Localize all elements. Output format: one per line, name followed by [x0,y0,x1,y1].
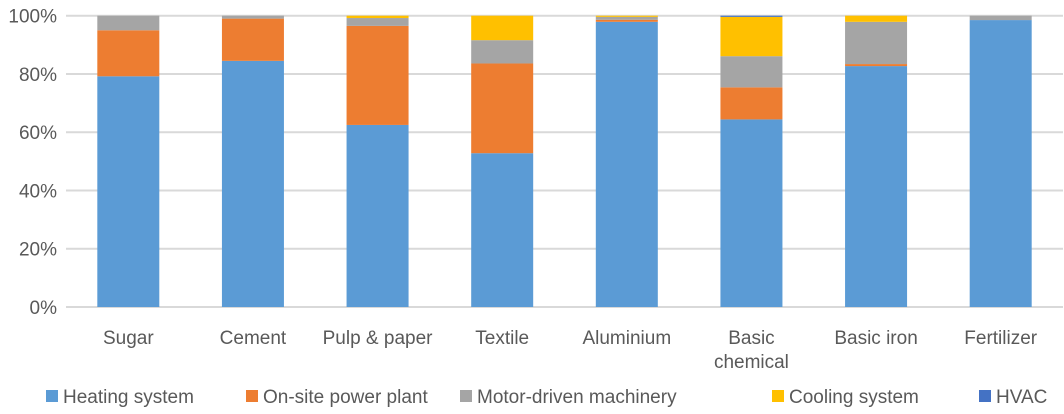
bar-segment-on-site-power-plant [720,87,783,120]
bar-segment-motor-driven-machinery [720,56,783,88]
bar-segment-cooling-system [720,16,783,57]
bar-segment-heating-system [471,153,534,307]
x-tick-label: Textile [475,328,529,349]
y-tick-label: 80% [19,65,57,86]
legend-label: Heating system [63,387,194,408]
x-tick-label: Cement [220,328,287,349]
x-tick-label: Aluminium [582,328,671,349]
bar-segment-heating-system [969,20,1032,308]
x-tick-label: Basic [728,328,774,349]
y-tick-label: 100% [8,7,57,28]
y-tick-label: 60% [19,123,57,144]
legend-swatch [772,390,784,402]
bar-segment-heating-system [845,66,908,307]
gridlines [66,14,1063,308]
x-tick-label: Sugar [103,328,154,349]
legend-label: HVAC [996,387,1047,408]
bar-segment-heating-system [595,21,658,308]
bar-segment-heating-system [346,124,409,307]
legend-swatch [979,390,991,402]
legend-label: Cooling system [789,387,919,408]
legend-swatch [46,390,58,402]
bar-segment-motor-driven-machinery [471,40,534,64]
bar-segment-motor-driven-machinery [346,18,409,26]
bar-segment-heating-system [221,60,284,307]
bar-segment-heating-system [97,76,160,307]
bar-segment-on-site-power-plant [595,19,658,22]
legend: Heating system On-site power plant Motor-d… [46,387,1047,408]
bar-segment-on-site-power-plant [471,63,534,154]
legend-label: Motor-driven machinery [477,387,677,408]
x-axis-labels: Sugar Cement Pulp & paper Textile Aluminium B… [103,328,1038,373]
bar-segment-motor-driven-machinery [595,16,658,20]
bar-segment-motor-driven-machinery [845,21,908,65]
bar-segment-cooling-system [595,15,658,17]
y-tick-label: 40% [19,181,57,202]
bar-segment-motor-driven-machinery [97,15,160,31]
legend-swatch [246,390,258,402]
bar-segment-hvac [720,15,783,17]
bar-segment-on-site-power-plant [845,64,908,67]
x-tick-label: Fertilizer [964,328,1038,349]
bar-segment-on-site-power-plant [97,30,160,77]
bar-segment-heating-system [720,119,783,307]
bar-segment-cooling-system [471,15,534,41]
bar-segment-cooling-system [845,15,908,22]
y-tick-label: 0% [30,298,58,319]
bars [97,15,1032,308]
bar-segment-cooling-system [346,15,409,19]
x-tick-label: chemical [714,352,789,373]
bar-segment-on-site-power-plant [346,25,409,125]
x-tick-label: Basic iron [834,328,917,349]
bar-segment-on-site-power-plant [221,18,284,61]
legend-label: On-site power plant [263,387,428,408]
y-tick-label: 20% [19,240,57,261]
bar-segment-motor-driven-machinery [221,15,284,19]
bar-segment-motor-driven-machinery [969,15,1032,21]
legend-swatch [460,390,472,402]
x-tick-label: Pulp & paper [323,328,434,349]
y-axis-ticks: 0% 20% 40% 60% 80% 100% [8,7,57,319]
